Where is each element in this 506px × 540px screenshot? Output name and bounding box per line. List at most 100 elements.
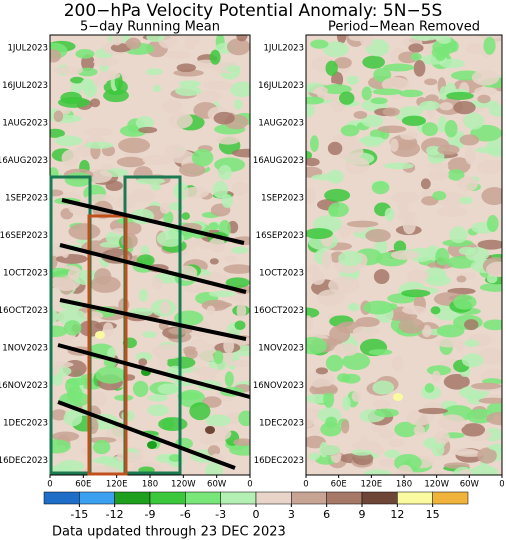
blob [223,255,238,262]
blob [382,107,400,117]
blob [306,264,320,275]
blob [319,445,340,456]
blob [191,148,214,167]
blob [425,145,441,156]
blob [465,43,486,54]
blob [50,325,68,337]
colorbar-box [79,491,115,505]
colorbar-box [185,491,221,505]
blob [400,131,418,140]
blob [398,317,425,334]
y-tick-label: 16OCT2023 [254,306,304,316]
blob [236,35,248,42]
blob [64,172,93,187]
blob [463,112,485,130]
y-tick-label: 16JUL2023 [258,81,304,91]
blob [453,101,476,115]
blob [123,222,142,235]
blob [363,469,392,475]
blob [324,188,351,202]
blob [471,382,502,390]
blob [426,365,452,376]
blob [346,75,359,85]
blob [413,60,426,77]
y-tick-label: 1JUL2023 [7,44,48,54]
blob [145,68,163,76]
blob [90,275,121,293]
blob [459,468,472,475]
blob [328,205,339,217]
blob [152,344,184,360]
blob [67,268,80,280]
line [57,343,251,399]
blob [162,99,182,114]
blob [438,414,466,431]
blob [338,250,363,267]
blob [62,292,88,302]
blob [388,438,406,448]
blob [90,98,101,108]
x-tick-label: 60W [207,480,227,490]
blob [465,247,490,262]
colorbar-box [361,491,398,505]
blob [467,393,484,405]
blob [401,115,427,126]
line [59,243,247,294]
blob [168,454,182,462]
blob [207,445,221,457]
y-tick-label: 1DEC2023 [3,419,48,429]
blob [394,421,418,438]
blob [70,76,85,84]
blob [238,410,250,427]
blob [419,100,440,111]
x-tick-label: 60E [75,480,91,490]
blob [449,226,468,244]
blob [152,277,163,290]
blob [391,356,404,372]
colorbar-box [43,491,80,505]
blob [93,439,111,455]
box [87,214,128,476]
blob [461,423,486,437]
blob [306,336,327,355]
blob [309,135,319,152]
blob [176,63,197,73]
blob [50,189,64,197]
blob [321,84,352,95]
blob [372,399,390,410]
blob [355,317,380,328]
blob [342,352,371,371]
colorbar-box [397,491,433,505]
blob [224,371,234,387]
blob [483,319,502,331]
blob [461,353,484,368]
blob [333,57,352,69]
blob [317,289,346,306]
blob [458,196,474,205]
blob [152,84,162,93]
blob [434,430,450,445]
blob [468,99,499,108]
blob [421,122,438,137]
blob [306,157,320,167]
blob [84,194,115,204]
blob [408,43,424,53]
blob [177,391,202,401]
blob [217,164,232,181]
blob [231,181,250,196]
blob [56,309,87,325]
blob [234,320,246,330]
panel-subtitle: Period−Mean Removed [328,20,480,35]
colorbar-label: -9 [145,508,156,521]
blob [453,294,477,310]
blob [309,424,321,436]
y-tick-label: 1NOV2023 [258,344,304,354]
blob [432,370,441,382]
x-tick-label: 120W [424,480,449,490]
blob [379,458,395,467]
blob [208,290,236,298]
y-tick-label: 1JUL2023 [263,44,304,54]
blob [116,451,144,463]
blob [371,445,385,455]
colorbar-label: -6 [180,508,191,521]
